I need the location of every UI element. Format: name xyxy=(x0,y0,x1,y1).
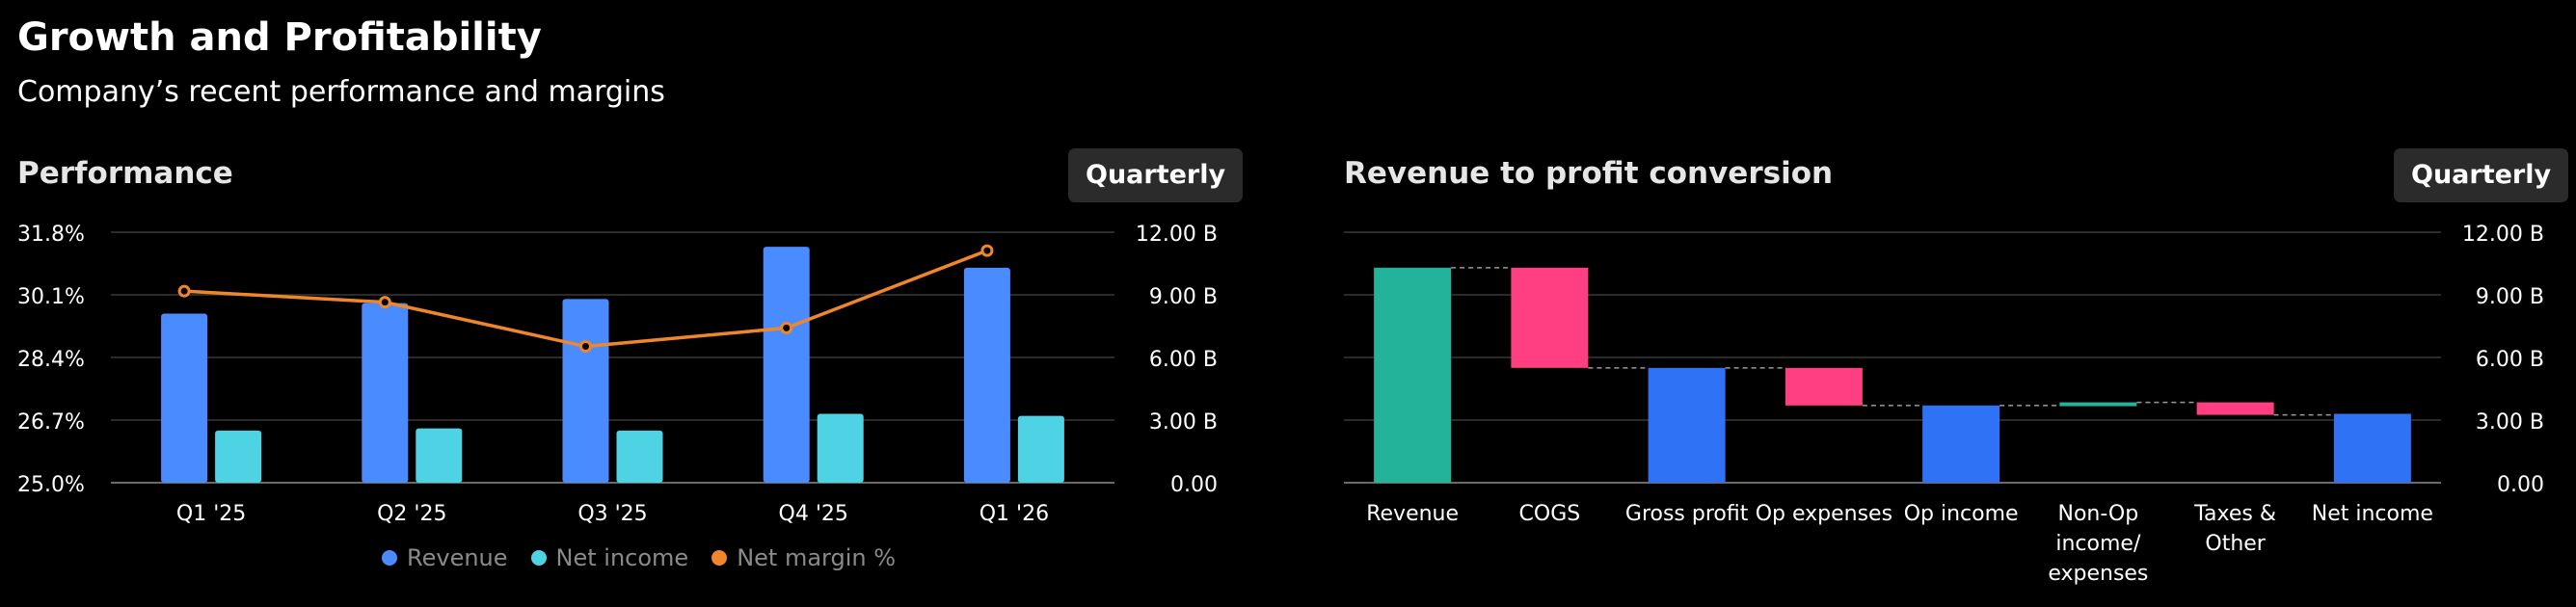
x-tick-label: Revenue xyxy=(1366,502,1459,526)
y-left-tick-label: 26.7% xyxy=(17,410,85,435)
conversion-title: Revenue to profit conversion xyxy=(1344,156,1834,191)
legend-net-margin-label: Net margin % xyxy=(737,544,897,571)
performance-chart: 31.8% 12.00 B 30.1% 9.00 B 28.4% 6.00 B 26.7% 3… xyxy=(17,223,1218,526)
waterfall-bar xyxy=(1511,267,1589,368)
legend-revenue[interactable]: Revenue xyxy=(382,544,508,571)
x-tick-label: Non-Op xyxy=(2058,502,2139,526)
y-left-tick-label: 28.4% xyxy=(17,348,85,372)
net-margin-point xyxy=(980,244,994,257)
legend-revenue-label: Revenue xyxy=(407,544,508,571)
y-right-tick-label: 9.00 B xyxy=(1149,285,1218,309)
revenue-bar xyxy=(362,303,409,483)
legend-net-income-dot xyxy=(530,550,547,566)
net-income-bar xyxy=(416,428,463,483)
y-right-tick-label: 6.00 B xyxy=(2476,348,2544,372)
revenue-bar xyxy=(963,267,1010,483)
x-tick-label: expenses xyxy=(2048,562,2148,586)
waterfall-bar xyxy=(2333,413,2411,483)
conversion-panel: Revenue to profit conversion Quarterly 1… xyxy=(1344,145,2569,607)
waterfall-bar xyxy=(1648,367,1726,483)
net-income-bar xyxy=(1017,415,1064,483)
revenue-bar xyxy=(763,247,810,483)
page-subtitle: Company’s recent performance and margins xyxy=(17,75,665,109)
conversion-period-button[interactable]: Quarterly xyxy=(2394,148,2569,202)
performance-period-button[interactable]: Quarterly xyxy=(1068,148,1244,202)
x-tick-label: Other xyxy=(2205,532,2266,556)
net-margin-point xyxy=(579,340,592,354)
y-right-tick-label: 0.00 xyxy=(1170,473,1218,497)
x-tick-label: income/ xyxy=(2055,532,2141,556)
page-title: Growth and Profitability xyxy=(17,15,542,60)
conversion-chart: 12.00 B 9.00 B 6.00 B 3.00 B 0.00 Revenue COGS… xyxy=(1344,223,2544,586)
y-left-tick-label: 31.8% xyxy=(17,223,85,247)
y-left-tick-label: 25.0% xyxy=(17,473,85,497)
y-right-tick-label: 3.00 B xyxy=(1149,410,1218,435)
performance-title: Performance xyxy=(17,156,233,191)
net-income-bar xyxy=(817,413,864,483)
waterfall-bar xyxy=(1922,405,2000,483)
net-margin-point xyxy=(378,296,391,309)
legend-net-income[interactable]: Net income xyxy=(530,544,689,571)
legend-net-margin-dot xyxy=(711,550,728,566)
waterfall-bar xyxy=(1784,367,1863,406)
net-income-bar xyxy=(215,430,262,483)
y-left-tick-label: 30.1% xyxy=(17,285,85,309)
legend-net-margin[interactable]: Net margin % xyxy=(711,544,896,571)
legend-revenue-dot xyxy=(382,550,397,566)
x-tick-label: COGS xyxy=(1519,502,1581,526)
y-right-tick-label: 6.00 B xyxy=(1149,348,1218,372)
x-tick-label: Taxes & xyxy=(2193,502,2276,526)
net-margin-point xyxy=(177,284,191,298)
y-right-tick-label: 3.00 B xyxy=(2476,410,2544,435)
legend-net-income-label: Net income xyxy=(555,544,689,571)
x-tick-label: Op expenses xyxy=(1756,502,1892,526)
x-tick-label: Q1 '25 xyxy=(176,502,246,526)
y-right-tick-label: 0.00 xyxy=(2497,473,2544,497)
x-tick-label: Gross profit xyxy=(1625,502,1749,526)
performance-panel: Performance Quarterly 31.8% 12.00 B 30.1% 9… xyxy=(17,145,1244,607)
revenue-bar xyxy=(161,313,208,483)
x-tick-label: Q1 '26 xyxy=(979,502,1049,526)
y-right-tick-label: 12.00 B xyxy=(2462,223,2544,247)
net-income-bar xyxy=(616,430,663,483)
y-right-tick-label: 9.00 B xyxy=(2476,285,2544,309)
x-tick-label: Net income xyxy=(2312,502,2433,526)
net-margin-point xyxy=(780,321,793,334)
x-tick-label: Q3 '25 xyxy=(577,502,647,526)
revenue-bar xyxy=(562,299,609,483)
waterfall-bar xyxy=(2059,402,2137,407)
performance-legend: Revenue Net income Net margin % xyxy=(382,544,896,571)
x-tick-label: Q4 '25 xyxy=(779,502,848,526)
x-tick-label: Q2 '25 xyxy=(377,502,446,526)
x-tick-label: Op income xyxy=(1904,502,2019,526)
y-right-tick-label: 12.00 B xyxy=(1136,223,1218,247)
waterfall-bar xyxy=(1374,267,1452,483)
waterfall-bar xyxy=(2196,402,2274,415)
